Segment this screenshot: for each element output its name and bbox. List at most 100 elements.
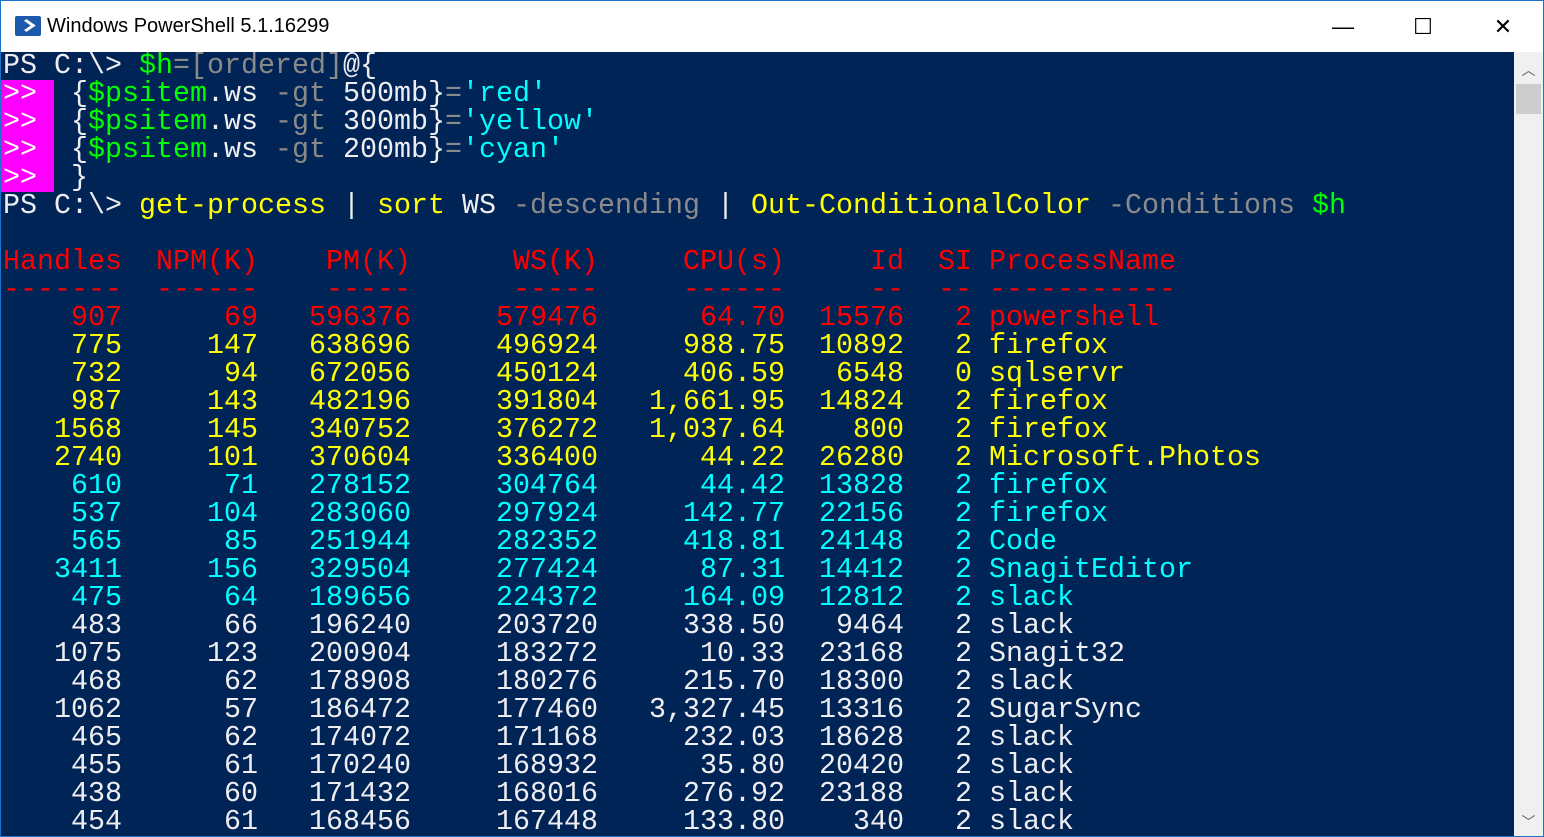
command-token: } bbox=[428, 133, 445, 166]
continuation-marker: >> bbox=[1, 107, 54, 136]
minimize-button[interactable]: — bbox=[1332, 13, 1354, 39]
command-token: .ws bbox=[207, 105, 275, 138]
table-row: 565 85 251944 282352 418.81 24148 2 Code bbox=[3, 525, 1346, 558]
close-button[interactable]: ✕ bbox=[1493, 13, 1513, 39]
table-row-text: 455 61 170240 168932 35.80 20420 2 slack bbox=[3, 749, 1074, 782]
command-token: = bbox=[445, 105, 462, 138]
command-token: -gt bbox=[275, 77, 343, 110]
table-row-text: 732 94 672056 450124 406.59 6548 0 sqlse… bbox=[3, 357, 1125, 390]
command-token: -gt bbox=[275, 133, 343, 166]
scrollbar-thumb[interactable] bbox=[1516, 84, 1541, 114]
command-token: } bbox=[428, 105, 445, 138]
table-row-text: 2740 101 370604 336400 44.22 26280 2 Mic… bbox=[3, 441, 1261, 474]
command-token: | bbox=[326, 189, 377, 222]
title-bar[interactable]: Windows PowerShell 5.1.16299 — ☐ ✕ bbox=[1, 1, 1543, 52]
table-row: 1062 57 186472 177460 3,327.45 13316 2 S… bbox=[3, 693, 1346, 726]
command-token: | bbox=[700, 189, 751, 222]
table-separator: ------- ------ ----- ----- ------ -- -- … bbox=[3, 273, 1346, 306]
command-token: $psitem bbox=[88, 105, 207, 138]
command-token: 300mb bbox=[343, 105, 428, 138]
table-row-text: 565 85 251944 282352 418.81 24148 2 Code bbox=[3, 525, 1057, 558]
command-token: -Conditions bbox=[1091, 189, 1312, 222]
table-row: 483 66 196240 203720 338.50 9464 2 slack bbox=[3, 609, 1346, 642]
command-token: $h bbox=[139, 52, 173, 82]
table-row-text: 610 71 278152 304764 44.42 13828 2 firef… bbox=[3, 469, 1108, 502]
command-token: .ws bbox=[207, 77, 275, 110]
command-token: [ordered] bbox=[190, 52, 343, 82]
scroll-up-arrow-icon[interactable]: ︿ bbox=[1521, 62, 1536, 78]
table-row-text: 775 147 638696 496924 988.75 10892 2 fir… bbox=[3, 329, 1108, 362]
command-token: 'cyan' bbox=[462, 133, 564, 166]
table-row: 465 62 174072 171168 232.03 18628 2 slac… bbox=[3, 721, 1346, 754]
command-token: { bbox=[54, 133, 88, 166]
command-token: sort bbox=[377, 189, 445, 222]
prompt: PS C:\> bbox=[3, 189, 139, 222]
command-token: 'yellow' bbox=[462, 105, 598, 138]
table-row: 537 104 283060 297924 142.77 22156 2 fir… bbox=[3, 497, 1346, 530]
command-token: Out-ConditionalColor bbox=[751, 189, 1091, 222]
table-row-text: 465 62 174072 171168 232.03 18628 2 slac… bbox=[3, 721, 1074, 754]
table-row: 610 71 278152 304764 44.42 13828 2 firef… bbox=[3, 469, 1346, 502]
table-row: 468 62 178908 180276 215.70 18300 2 slac… bbox=[3, 665, 1346, 698]
table-row: 732 94 672056 450124 406.59 6548 0 sqlse… bbox=[3, 357, 1346, 390]
table-row: 455 61 170240 168932 35.80 20420 2 slack bbox=[3, 749, 1346, 782]
scroll-down-arrow-icon[interactable]: ﹀ bbox=[1521, 814, 1536, 830]
console-output[interactable]: PS C:\> $h=[ordered]@{>> {$psitem.ws -gt… bbox=[1, 52, 1514, 836]
table-row: 1568 145 340752 376272 1,037.64 800 2 fi… bbox=[3, 413, 1346, 446]
maximize-button[interactable]: ☐ bbox=[1413, 13, 1433, 39]
continuation-line: >> } bbox=[1, 161, 1346, 194]
table-row-text: 475 64 189656 224372 164.09 12812 2 slac… bbox=[3, 581, 1074, 614]
command-token: = bbox=[173, 52, 190, 82]
table-row: 775 147 638696 496924 988.75 10892 2 fir… bbox=[3, 329, 1346, 362]
window-title: Windows PowerShell 5.1.16299 bbox=[47, 15, 330, 37]
command-line: PS C:\> get-process | sort WS -descendin… bbox=[3, 189, 1346, 222]
command-token: .ws bbox=[207, 133, 275, 166]
table-row: 475 64 189656 224372 164.09 12812 2 slac… bbox=[3, 581, 1346, 614]
table-row: 987 143 482196 391804 1,661.95 14824 2 f… bbox=[3, 385, 1346, 418]
blank-line bbox=[3, 220, 1346, 248]
table-row-text: 3411 156 329504 277424 87.31 14412 2 Sna… bbox=[3, 553, 1193, 586]
command-token: -descending bbox=[513, 189, 700, 222]
table-separator-text: ------- ------ ----- ----- ------ -- -- … bbox=[3, 273, 1176, 306]
table-row-text: 987 143 482196 391804 1,661.95 14824 2 f… bbox=[3, 385, 1108, 418]
powershell-icon bbox=[15, 16, 41, 36]
command-token: } bbox=[428, 77, 445, 110]
command-token: } bbox=[54, 161, 88, 194]
table-header-text: Handles NPM(K) PM(K) WS(K) CPU(s) Id SI … bbox=[3, 245, 1176, 278]
continuation-line: >> {$psitem.ws -gt 300mb}='yellow' bbox=[1, 105, 1346, 138]
table-row-text: 468 62 178908 180276 215.70 18300 2 slac… bbox=[3, 665, 1074, 698]
table-row: 2740 101 370604 336400 44.22 26280 2 Mic… bbox=[3, 441, 1346, 474]
table-row-text: 1062 57 186472 177460 3,327.45 13316 2 S… bbox=[3, 693, 1142, 726]
command-token: $psitem bbox=[88, 133, 207, 166]
vertical-scrollbar[interactable]: ︿ ﹀ bbox=[1514, 52, 1543, 836]
table-row-text: 438 60 171432 168016 276.92 23188 2 slac… bbox=[3, 777, 1074, 810]
command-token: = bbox=[445, 133, 462, 166]
table-row-text: 483 66 196240 203720 338.50 9464 2 slack bbox=[3, 609, 1074, 642]
continuation-line: >> {$psitem.ws -gt 500mb}='red' bbox=[1, 77, 1346, 110]
console-text: PS C:\> $h=[ordered]@{>> {$psitem.ws -gt… bbox=[1, 52, 1346, 836]
command-token: 200mb bbox=[343, 133, 428, 166]
table-row: 1075 123 200904 183272 10.33 23168 2 Sna… bbox=[3, 639, 1346, 668]
prompt: PS C:\> bbox=[3, 52, 139, 82]
table-row: 454 61 168456 167448 133.80 340 2 slack bbox=[3, 805, 1346, 836]
command-token: = bbox=[445, 77, 462, 110]
continuation-marker: >> bbox=[1, 135, 54, 164]
continuation-line: >> {$psitem.ws -gt 200mb}='cyan' bbox=[1, 133, 1346, 166]
command-token: $psitem bbox=[88, 77, 207, 110]
command-token: get-process bbox=[139, 189, 326, 222]
table-row-text: 1568 145 340752 376272 1,037.64 800 2 fi… bbox=[3, 413, 1108, 446]
table-row-text: 537 104 283060 297924 142.77 22156 2 fir… bbox=[3, 497, 1108, 530]
table-header: Handles NPM(K) PM(K) WS(K) CPU(s) Id SI … bbox=[3, 245, 1346, 278]
table-row-text: 907 69 596376 579476 64.70 15576 2 power… bbox=[3, 301, 1159, 334]
command-token: $h bbox=[1312, 189, 1346, 222]
command-token: { bbox=[54, 105, 88, 138]
command-token: 'red' bbox=[462, 77, 547, 110]
command-line: PS C:\> $h=[ordered]@{ bbox=[3, 52, 1346, 80]
table-row-text: 454 61 168456 167448 133.80 340 2 slack bbox=[3, 805, 1074, 836]
command-token: 500mb bbox=[343, 77, 428, 110]
command-token: { bbox=[54, 77, 88, 110]
command-token: -gt bbox=[275, 105, 343, 138]
continuation-marker: >> bbox=[1, 79, 54, 108]
continuation-marker: >> bbox=[1, 163, 54, 192]
